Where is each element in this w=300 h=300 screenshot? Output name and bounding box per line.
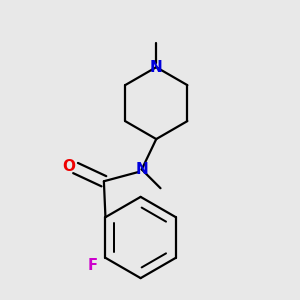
Text: N: N [150,60,163,75]
Text: O: O [62,159,75,174]
Text: N: N [135,162,148,177]
Text: F: F [88,258,98,273]
